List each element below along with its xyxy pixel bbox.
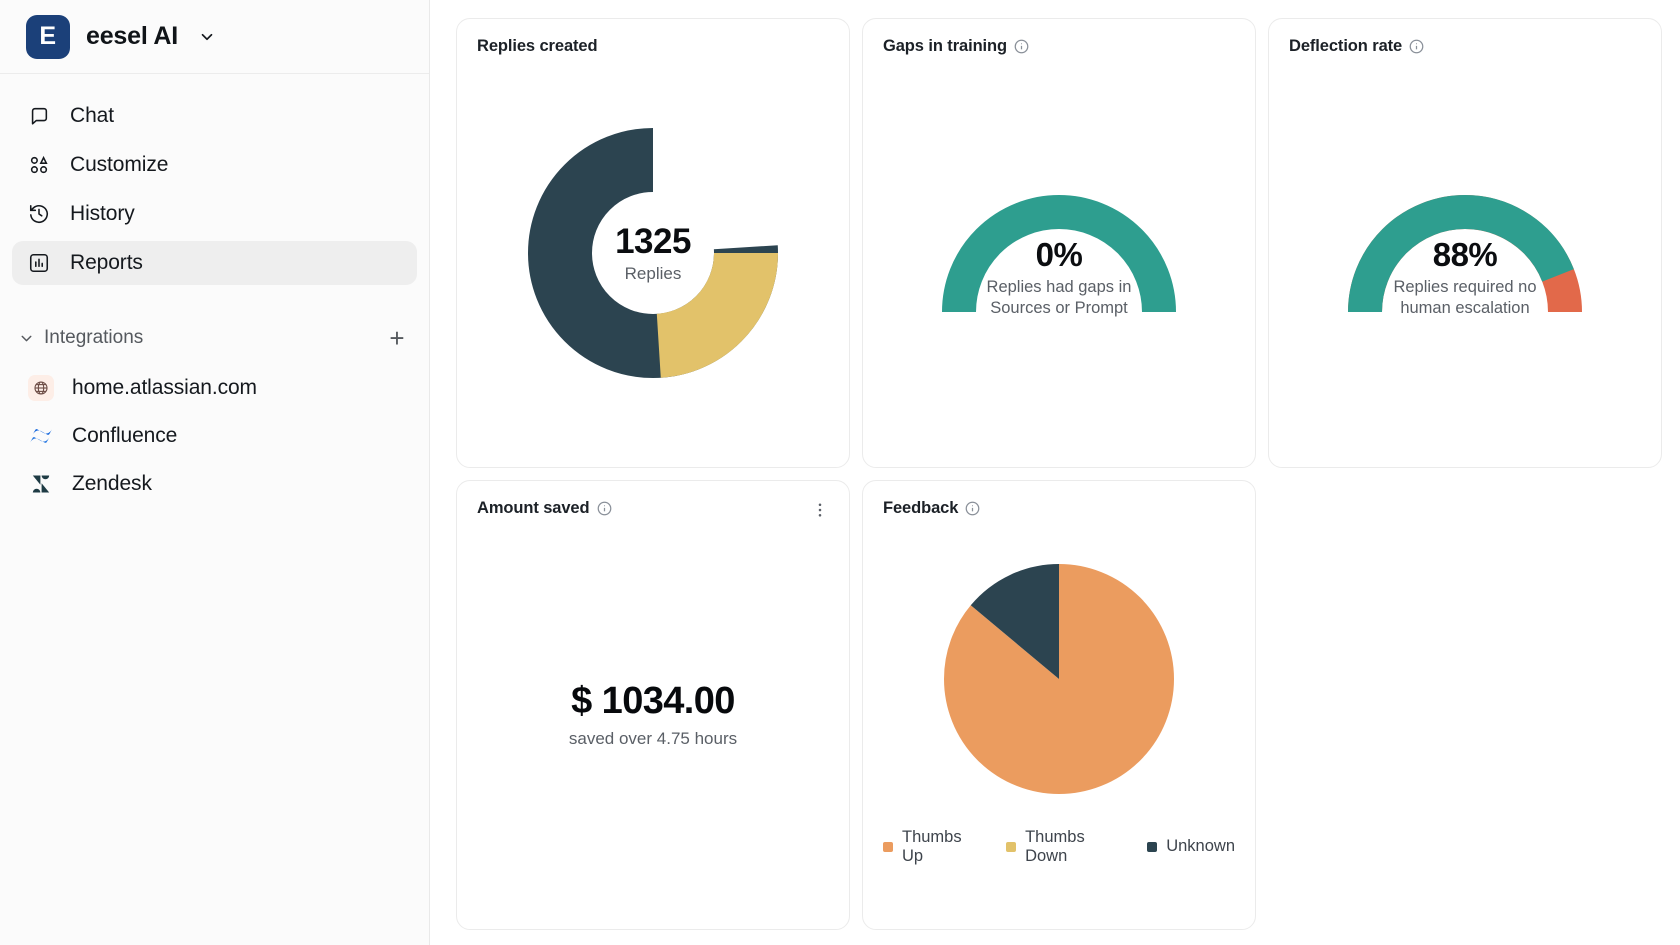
card-body: 0% Replies had gaps in Sources or Prompt bbox=[883, 56, 1235, 449]
brand-logo: E bbox=[26, 14, 70, 59]
sidebar-item-reports[interactable]: Reports bbox=[12, 241, 417, 285]
legend-label: Thumbs Up bbox=[902, 827, 962, 865]
card-title: Replies created bbox=[477, 37, 598, 55]
sidebar-item-history[interactable]: History bbox=[12, 192, 417, 236]
legend-item-thumbs-up[interactable]: Thumbs Up bbox=[883, 828, 972, 866]
replies-created-donut-chart: 1325 Replies bbox=[528, 127, 778, 378]
card-amount-saved: Amount saved $ 1034.00 saved over 4.75 h… bbox=[456, 480, 850, 930]
info-circle-icon[interactable] bbox=[1014, 39, 1029, 54]
info-circle-icon[interactable] bbox=[1409, 39, 1424, 54]
amount-saved-value: $ 1034.00 bbox=[571, 680, 735, 722]
deflection-rate-gauge-chart: 88% Replies required no human escalation bbox=[1337, 184, 1593, 334]
legend-swatch-icon bbox=[883, 841, 893, 852]
feedback-legend: Thumbs Up Thumbs Down Unknown bbox=[883, 828, 1235, 866]
reports-grid: Replies created 1325 Replies bbox=[456, 18, 1664, 930]
card-header: Replies created bbox=[477, 37, 829, 56]
integration-label: Confluence bbox=[72, 424, 178, 447]
confluence-icon bbox=[28, 423, 54, 449]
card-title: Feedback bbox=[883, 499, 959, 517]
integration-item-confluence[interactable]: Confluence bbox=[12, 412, 417, 460]
integrations-list: home.atlassian.com Confluence bbox=[0, 360, 429, 508]
kebab-menu-icon[interactable] bbox=[809, 499, 831, 521]
legend-item-unknown[interactable]: Unknown bbox=[1147, 837, 1235, 856]
sidebar-item-chat[interactable]: Chat bbox=[12, 94, 417, 138]
customize-icon bbox=[28, 154, 50, 176]
legend-swatch-icon bbox=[1147, 841, 1158, 852]
card-replies-created: Replies created 1325 Replies bbox=[456, 18, 850, 468]
card-feedback: Feedback bbox=[862, 480, 1256, 930]
card-body: Thumbs Up Thumbs Down Unknown bbox=[883, 518, 1235, 911]
feedback-pie-svg bbox=[944, 563, 1174, 794]
legend-label: Unknown bbox=[1166, 837, 1235, 855]
sidebar: E eesel AI Chat Customize bbox=[0, 0, 430, 945]
sidebar-item-customize[interactable]: Customize bbox=[12, 143, 417, 187]
reports-main: Replies created 1325 Replies bbox=[430, 0, 1680, 945]
card-body: 88% Replies required no human escalation bbox=[1289, 56, 1641, 449]
card-title: Deflection rate bbox=[1289, 37, 1403, 55]
card-header: Gaps in training bbox=[883, 37, 1235, 56]
primary-nav: Chat Customize History Reports bbox=[0, 74, 429, 290]
integration-item-zendesk[interactable]: Zendesk bbox=[12, 460, 417, 508]
card-header: Deflection rate bbox=[1289, 37, 1641, 56]
legend-item-thumbs-down[interactable]: Thumbs Down bbox=[1006, 828, 1113, 866]
chat-bubble-icon bbox=[28, 105, 50, 127]
integration-label: Zendesk bbox=[72, 472, 152, 495]
brand-name: eesel AI bbox=[86, 22, 178, 50]
add-integration-button[interactable]: + bbox=[389, 323, 405, 353]
sidebar-item-label: Reports bbox=[70, 251, 143, 274]
integrations-section-title: Integrations bbox=[44, 327, 144, 348]
reports-bar-chart-icon bbox=[28, 252, 50, 274]
info-circle-icon[interactable] bbox=[965, 501, 980, 516]
amount-saved-metric: $ 1034.00 saved over 4.75 hours bbox=[569, 680, 737, 749]
info-circle-icon[interactable] bbox=[597, 501, 612, 516]
card-body: 1325 Replies bbox=[477, 56, 829, 449]
card-title: Gaps in training bbox=[883, 37, 1007, 55]
card-title: Amount saved bbox=[477, 499, 590, 517]
legend-swatch-icon bbox=[1006, 841, 1017, 852]
chevron-down-icon[interactable] bbox=[16, 328, 36, 348]
legend-label: Thumbs Down bbox=[1025, 827, 1085, 865]
feedback-pie-chart: Thumbs Up Thumbs Down Unknown bbox=[883, 563, 1235, 866]
integrations-section-header[interactable]: Integrations + bbox=[0, 316, 429, 360]
card-header: Feedback bbox=[883, 499, 1235, 518]
card-deflection-rate: Deflection rate 88% bbox=[1268, 18, 1662, 468]
card-body: $ 1034.00 saved over 4.75 hours bbox=[477, 518, 829, 911]
gaps-in-training-gauge-chart: 0% Replies had gaps in Sources or Prompt bbox=[931, 184, 1187, 334]
amount-saved-caption: saved over 4.75 hours bbox=[568, 729, 738, 748]
sidebar-item-label: Customize bbox=[70, 153, 169, 176]
card-gaps-in-training: Gaps in training 0% Replies had gaps bbox=[862, 18, 1256, 468]
integration-label: home.atlassian.com bbox=[72, 376, 257, 399]
sidebar-item-label: Chat bbox=[70, 104, 114, 127]
chevron-down-icon[interactable] bbox=[198, 28, 216, 46]
sidebar-item-label: History bbox=[70, 202, 135, 225]
workspace-switcher[interactable]: E eesel AI bbox=[0, 0, 429, 74]
card-header: Amount saved bbox=[477, 499, 829, 518]
zendesk-icon bbox=[28, 471, 54, 497]
integration-item-home-atlassian-com[interactable]: home.atlassian.com bbox=[12, 364, 417, 412]
globe-icon bbox=[28, 375, 54, 401]
history-clock-icon bbox=[28, 203, 50, 225]
